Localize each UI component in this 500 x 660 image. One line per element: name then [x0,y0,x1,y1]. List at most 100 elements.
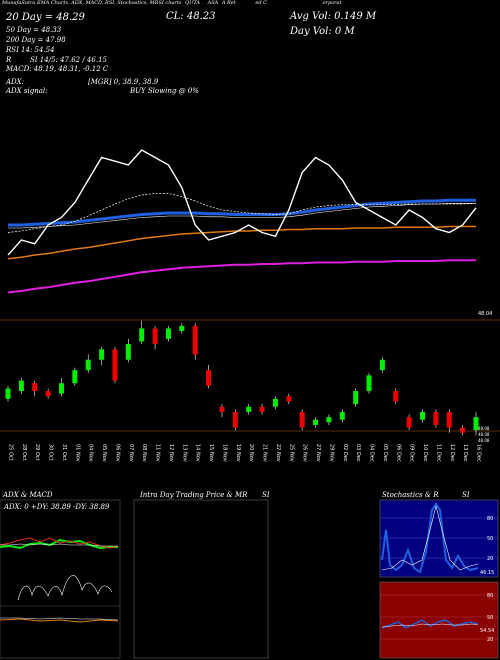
adx-minus-line [0,537,119,549]
candle-body [272,398,278,407]
date-tick-label: 06 Dec [395,444,401,462]
date-tick-label: 28 Oct [21,444,27,461]
date-tick-label: 07 Nov [128,444,134,462]
date-tick-label: 18 Nov [221,444,227,462]
date-tick-label: 26 Nov [302,444,308,462]
stoch-axis-label: 50 [487,536,493,542]
candle-body [313,419,319,425]
candle-body [192,325,198,355]
date-tick-label: 01 Nov [74,444,80,462]
candle-body [85,359,91,371]
date-tick-label: 15 Nov [208,444,214,462]
stoch-panel-title: Stochastics & R [382,491,439,499]
candle-body [446,411,452,428]
company-part: A Ret [221,0,236,6]
candle-body [473,417,479,431]
ema50-outline [8,203,476,229]
date-tick-label: 13 Nov [181,444,187,462]
date-tick-label: 09 Dec [409,444,415,462]
candle-body [232,411,238,428]
company-part: orporat [322,0,342,6]
stoch-axis-label: 20 [487,556,493,562]
stoch-panel [379,499,499,578]
date-tick-label: 21 Nov [262,444,268,462]
candle-body [339,411,345,420]
candle-body [246,406,252,412]
candle-body [406,417,412,428]
date-tick-label: 04 Nov [88,444,94,462]
candle-body [393,391,399,402]
adx-panel-title: ADX & MACD [3,491,53,499]
date-tick-label: 29 Oct [34,444,40,461]
rsi-label: RSI 14: 54.54 [6,46,55,54]
stoch-panel-si: SI [462,491,470,499]
close-price: CL: 48.23 [166,11,216,22]
adx-line [0,543,118,547]
date-tick-label: 05 Nov [101,444,107,462]
date-tick-label: 27 Nov [315,444,321,462]
candle-body [219,406,225,412]
ema-long-line [7,259,476,294]
mrsi-panel [379,581,499,659]
date-tick-label: 31 Oct [61,444,67,461]
intraday-panel-title: Intra Day Trading Price & MR [140,491,248,499]
mgr-label: [MGR] 0, 38.9, 38.9 [88,78,159,86]
avg-volume: Avg Vol: 0.149 M [290,11,377,22]
candle-body [5,388,11,399]
date-tick-label: 11 Nov [155,444,161,462]
mrsi-axis-label: 80 [487,593,493,599]
ema20-label: 20 Day = 48.29 [6,12,85,23]
candle-body [379,359,385,371]
candle-body [326,417,332,423]
macd-signal-line [0,617,119,621]
adx-signal-label: ADX signal: [6,87,48,95]
buy-signal-label: BUY Slowing @ 0% [130,87,199,95]
ema50-line [8,198,476,227]
stoch-k-line [381,502,479,574]
candle-right-label: 48.08 [478,432,490,437]
macd-label: MACD: 48.19, 48.31, -0.12 C [6,65,109,73]
candle-body [99,349,105,360]
company-part: ASA [207,0,219,6]
date-tick-label: 25 Nov [288,444,294,462]
macd-histogram-outline [17,575,113,601]
stoch-si-label: SI 14/5: 47.62 / 46.15 [30,56,107,64]
stoch-axis-label: 80 [487,516,493,522]
date-tick-label: 16 Dec [476,444,482,462]
adx-panel [0,499,121,659]
candle-body [179,325,185,332]
candle-body [259,406,265,412]
candle-body [152,328,158,345]
date-tick-label: 02 Dec [342,444,348,462]
candle-body [165,328,171,339]
candle-body [125,344,131,360]
ema20-line [7,193,477,233]
candle-body [139,328,145,342]
stoch-d-line [381,505,479,571]
adx-plus-line [0,538,118,550]
stoch-label: R [6,56,12,64]
date-tick-label: 29 Nov [328,444,334,462]
day-volume: Day Vol: 0 M [290,26,355,37]
mrsi-axis-label: 50 [487,615,493,621]
date-tick-label: 14 Nov [195,444,201,462]
header-line: MunafaSutra EMA Charts, ADX, MACD, RSI, … [2,1,342,6]
mrsi-value: 54.54 [480,628,494,634]
macd-line [0,618,119,623]
date-tick-label: 30 Oct [48,444,54,461]
price-right-label: 48.04 [478,311,492,317]
mrsi-line [381,619,479,629]
intraday-panel-si: SI [262,491,270,499]
date-tick-label: 12 Nov [168,444,174,462]
date-tick-label: 20 Nov [248,444,254,462]
date-tick-label: 22 Nov [275,444,281,462]
candle-body [45,391,51,397]
candle-right-label: 48.08 [478,426,490,431]
site-title: MunafaSutra EMA Charts, ADX, MACD, RSI, … [2,0,182,6]
date-tick-label: 06 Nov [115,444,121,462]
date-tick-label: 12 Dec [449,444,455,462]
ema200-label: 200 Day = 47.98 [6,36,66,44]
stoch-value: 46.15 [480,570,494,576]
candle-body [366,375,372,392]
company-part: ed C [255,0,267,6]
